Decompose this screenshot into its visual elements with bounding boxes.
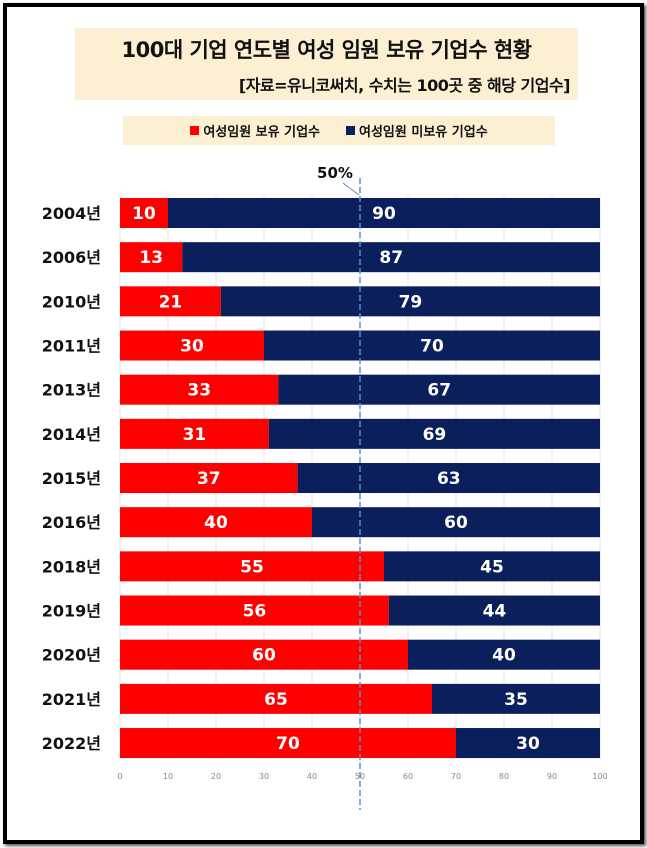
data-label: 40: [492, 646, 516, 666]
bar-with-female-exec: [120, 463, 298, 494]
y-category-label: 2010년: [42, 292, 101, 311]
bar-with-female-exec: [120, 595, 389, 626]
y-category-label: 2014년: [42, 425, 101, 444]
data-label: 30: [180, 337, 204, 357]
data-label: 30: [516, 734, 540, 754]
data-label: 63: [437, 469, 461, 489]
x-tick-label: 100: [592, 772, 607, 781]
bar-with-female-exec: [120, 198, 168, 228]
y-category-label: 2015년: [42, 469, 101, 488]
y-category-label: 2004년: [42, 204, 101, 223]
bar-without-female-exec: [297, 463, 600, 494]
bar-with-female-exec: [120, 507, 312, 538]
chart-subtitle: [자료=유니코써치, 수치는 100곳 중 해당 기업수]: [238, 76, 571, 95]
legend-swatch-navy: [346, 126, 356, 135]
bar-without-female-exec: [432, 683, 600, 714]
data-label: 10: [132, 204, 156, 224]
data-label: 60: [444, 513, 468, 533]
chart-title: 100대 기업 연도별 여성 임원 보유 기업수 현황: [121, 38, 532, 62]
x-tick-label: 80: [499, 772, 509, 781]
data-label: 79: [399, 292, 423, 312]
bar-without-female-exec: [268, 418, 600, 449]
data-label: 65: [264, 690, 288, 710]
data-label: 35: [504, 690, 528, 710]
data-label: 45: [480, 557, 504, 577]
data-label: 21: [159, 292, 183, 312]
y-category-label: 2021년: [42, 690, 101, 709]
data-label: 67: [427, 381, 451, 401]
legend-swatch-red: [190, 126, 200, 135]
bar-without-female-exec: [408, 639, 600, 670]
bar-without-female-exec: [220, 286, 601, 317]
legend-label: 여성임원 미보유 기업수: [359, 125, 488, 140]
bar-without-female-exec: [182, 242, 600, 273]
x-tick-label: 20: [211, 772, 221, 781]
data-label: 87: [379, 248, 403, 268]
data-label: 55: [240, 557, 264, 577]
data-label: 33: [187, 381, 211, 401]
data-label: 70: [276, 734, 300, 754]
bar-with-female-exec: [120, 330, 264, 361]
bar-without-female-exec: [388, 595, 600, 626]
bar-without-female-exec: [168, 198, 600, 228]
bar-with-female-exec: [120, 374, 279, 405]
y-category-label: 2013년: [42, 381, 101, 400]
data-label: 70: [420, 337, 444, 357]
x-tick-label: 70: [451, 772, 461, 781]
legend: 여성임원 보유 기업수 여성임원 미보유 기업수: [123, 116, 555, 145]
data-label: 90: [372, 204, 396, 224]
x-tick-label: 40: [307, 772, 317, 781]
data-label: 69: [423, 425, 447, 445]
y-category-label: 2020년: [42, 646, 101, 665]
annotation-arrow: [342, 182, 360, 196]
legend-label: 여성임원 보유 기업수: [203, 125, 321, 140]
x-tick-label: 90: [547, 772, 557, 781]
chart-frame: [3, 3, 644, 844]
data-label: 40: [204, 513, 228, 533]
bar-without-female-exec: [264, 330, 600, 361]
bar-with-female-exec: [120, 286, 221, 317]
data-label: 37: [197, 469, 221, 489]
y-category-label: 2018년: [42, 557, 101, 576]
bar-without-female-exec: [384, 551, 600, 582]
x-tick-label: 0: [117, 772, 122, 781]
bar-with-female-exec: [120, 728, 456, 759]
data-label: 56: [243, 602, 267, 622]
x-tick-label: 10: [163, 772, 173, 781]
bar-with-female-exec: [120, 551, 384, 582]
bar-with-female-exec: [120, 683, 432, 714]
data-label: 44: [483, 602, 507, 622]
bar-with-female-exec: [120, 242, 183, 273]
bar-without-female-exec: [278, 374, 600, 405]
y-category-label: 2011년: [42, 337, 101, 356]
annotation-label: 50%: [317, 164, 353, 182]
legend-item-with: 여성임원 보유 기업수: [190, 121, 320, 140]
data-label: 13: [139, 248, 163, 268]
x-tick-label: 60: [403, 772, 413, 781]
data-label: 31: [183, 425, 207, 445]
title-box: 100대 기업 연도별 여성 임원 보유 기업수 현황 [자료=유니코써치, 수…: [75, 28, 578, 100]
bar-without-female-exec: [456, 728, 600, 759]
x-tick-label: 30: [259, 772, 269, 781]
data-label: 60: [252, 646, 276, 666]
bar-with-female-exec: [120, 418, 269, 449]
y-category-label: 2006년: [42, 248, 101, 267]
y-category-label: 2016년: [42, 513, 101, 532]
y-category-label: 2022년: [42, 734, 101, 753]
legend-item-without: 여성임원 미보유 기업수: [346, 121, 488, 140]
y-category-label: 2019년: [42, 602, 101, 621]
